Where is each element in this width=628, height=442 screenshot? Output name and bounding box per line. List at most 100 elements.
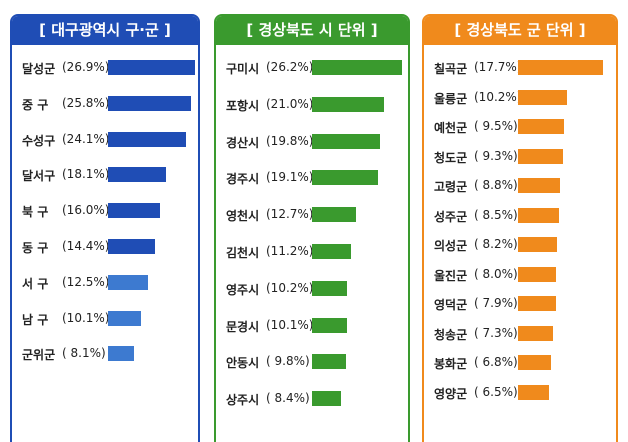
bar	[108, 60, 195, 75]
category-label: 청도군	[434, 151, 468, 165]
category-label: 영천시	[226, 209, 260, 223]
category-label: 칠곡군	[434, 62, 468, 76]
category-label: 포항시	[226, 99, 260, 113]
gyeongbuk-city-bar-row: 영천시 (12.7%)	[216, 205, 408, 225]
category-label: 영덕군	[434, 298, 468, 312]
daegu-bar-row: 군위군 ( 8.1%)	[12, 344, 198, 364]
category-label: 수성구	[22, 134, 56, 148]
category-label: 영주시	[226, 283, 260, 297]
value-label: (10.1%)	[62, 311, 110, 325]
bar	[518, 237, 557, 252]
daegu-panel: [ 대구광역시 구·군 ] 달성군 (26.9%) 중 구 (25.8%) 수성구 (24…	[10, 14, 200, 442]
gyeongbuk-city-bar-row: 영주시 (10.2%)	[216, 279, 408, 299]
category-label: 김천시	[226, 246, 260, 260]
daegu-bar-row: 중 구 (25.8%)	[12, 94, 198, 114]
category-label: 영양군	[434, 387, 468, 401]
gyeongbuk-city-bar-row: 경산시 (19.8%)	[216, 132, 408, 152]
gyeongbuk-city-bar-row: 김천시 (11.2%)	[216, 242, 408, 262]
category-label: 서 구	[22, 277, 49, 291]
value-label: (17.7%)	[474, 60, 522, 74]
category-label: 경주시	[226, 172, 260, 186]
gyeongbuk-county-bar-row: 청송군 ( 7.3%)	[424, 324, 616, 344]
category-label: 울릉군	[434, 92, 468, 106]
value-label: (26.2%)	[266, 60, 314, 74]
category-label: 구미시	[226, 62, 260, 76]
bar	[312, 281, 347, 296]
gyeongbuk-county-panel-title: [ 경상북도 군 단위 ]	[424, 16, 616, 45]
category-label: 달성군	[22, 62, 56, 76]
value-label: (11.2%)	[266, 244, 314, 258]
bar	[518, 267, 556, 282]
category-label: 안동시	[226, 356, 260, 370]
gyeongbuk-city-panel: [ 경상북도 시 단위 ] 구미시 (26.2%) 포항시 (21.0%) 경산시 (19…	[214, 14, 410, 442]
daegu-bar-row: 수성구 (24.1%)	[12, 130, 198, 150]
gyeongbuk-county-bar-row: 의성군 ( 8.2%)	[424, 235, 616, 255]
bar	[312, 134, 380, 149]
bar	[518, 208, 559, 223]
bar	[108, 167, 166, 182]
value-label: (25.8%)	[62, 96, 110, 110]
value-label: ( 8.5%)	[474, 208, 518, 222]
category-label: 남 구	[22, 313, 49, 327]
value-label: ( 9.8%)	[266, 354, 310, 368]
bar	[312, 318, 347, 333]
gyeongbuk-county-bar-row: 영덕군 ( 7.9%)	[424, 294, 616, 314]
category-label: 울진군	[434, 269, 468, 283]
value-label: (10.2%)	[474, 90, 522, 104]
bar	[518, 119, 564, 134]
category-label: 상주시	[226, 393, 260, 407]
daegu-bar-row: 달서구 (18.1%)	[12, 165, 198, 185]
value-label: (12.7%)	[266, 207, 314, 221]
value-label: ( 8.2%)	[474, 237, 518, 251]
bar	[108, 96, 191, 111]
daegu-panel-title: [ 대구광역시 구·군 ]	[12, 16, 198, 45]
category-label: 달서구	[22, 169, 56, 183]
value-label: (10.1%)	[266, 318, 314, 332]
bar	[518, 178, 560, 193]
gyeongbuk-city-bar-row: 안동시 ( 9.8%)	[216, 352, 408, 372]
daegu-bar-row: 남 구 (10.1%)	[12, 309, 198, 329]
value-label: (18.1%)	[62, 167, 110, 181]
gyeongbuk-county-bar-row: 봉화군 ( 6.8%)	[424, 353, 616, 373]
value-label: ( 9.3%)	[474, 149, 518, 163]
gyeongbuk-city-bar-row: 구미시 (26.2%)	[216, 58, 408, 78]
bar	[518, 60, 603, 75]
gyeongbuk-city-panel-title: [ 경상북도 시 단위 ]	[216, 16, 408, 45]
category-label: 북 구	[22, 205, 49, 219]
value-label: (14.4%)	[62, 239, 110, 253]
category-label: 경산시	[226, 136, 260, 150]
value-label: ( 9.5%)	[474, 119, 518, 133]
bar	[312, 354, 346, 369]
bar	[108, 203, 160, 218]
bar	[312, 170, 378, 185]
daegu-bar-row: 북 구 (16.0%)	[12, 201, 198, 221]
value-label: (19.8%)	[266, 134, 314, 148]
bar	[518, 296, 556, 311]
bar	[518, 355, 551, 370]
bar	[312, 97, 384, 112]
gyeongbuk-county-bar-row: 청도군 ( 9.3%)	[424, 147, 616, 167]
gyeongbuk-city-bar-row: 문경시 (10.1%)	[216, 316, 408, 336]
gyeongbuk-city-bar-row: 경주시 (19.1%)	[216, 168, 408, 188]
value-label: ( 6.5%)	[474, 385, 518, 399]
daegu-bar-row: 서 구 (12.5%)	[12, 273, 198, 293]
bar	[108, 239, 155, 254]
value-label: (26.9%)	[62, 60, 110, 74]
bar	[518, 149, 563, 164]
gyeongbuk-city-bar-row: 상주시 ( 8.4%)	[216, 389, 408, 409]
bar	[108, 346, 134, 361]
category-label: 성주군	[434, 210, 468, 224]
value-label: ( 6.8%)	[474, 355, 518, 369]
category-label: 청송군	[434, 328, 468, 342]
category-label: 문경시	[226, 320, 260, 334]
value-label: (16.0%)	[62, 203, 110, 217]
gyeongbuk-county-bar-row: 칠곡군 (17.7%)	[424, 58, 616, 78]
category-label: 군위군	[22, 348, 56, 362]
gyeongbuk-county-bar-row: 영양군 ( 6.5%)	[424, 383, 616, 403]
category-label: 의성군	[434, 239, 468, 253]
value-label: ( 8.8%)	[474, 178, 518, 192]
value-label: (21.0%)	[266, 97, 314, 111]
gyeongbuk-county-bar-row: 울릉군 (10.2%)	[424, 88, 616, 108]
bar	[518, 90, 567, 105]
bar	[312, 244, 351, 259]
